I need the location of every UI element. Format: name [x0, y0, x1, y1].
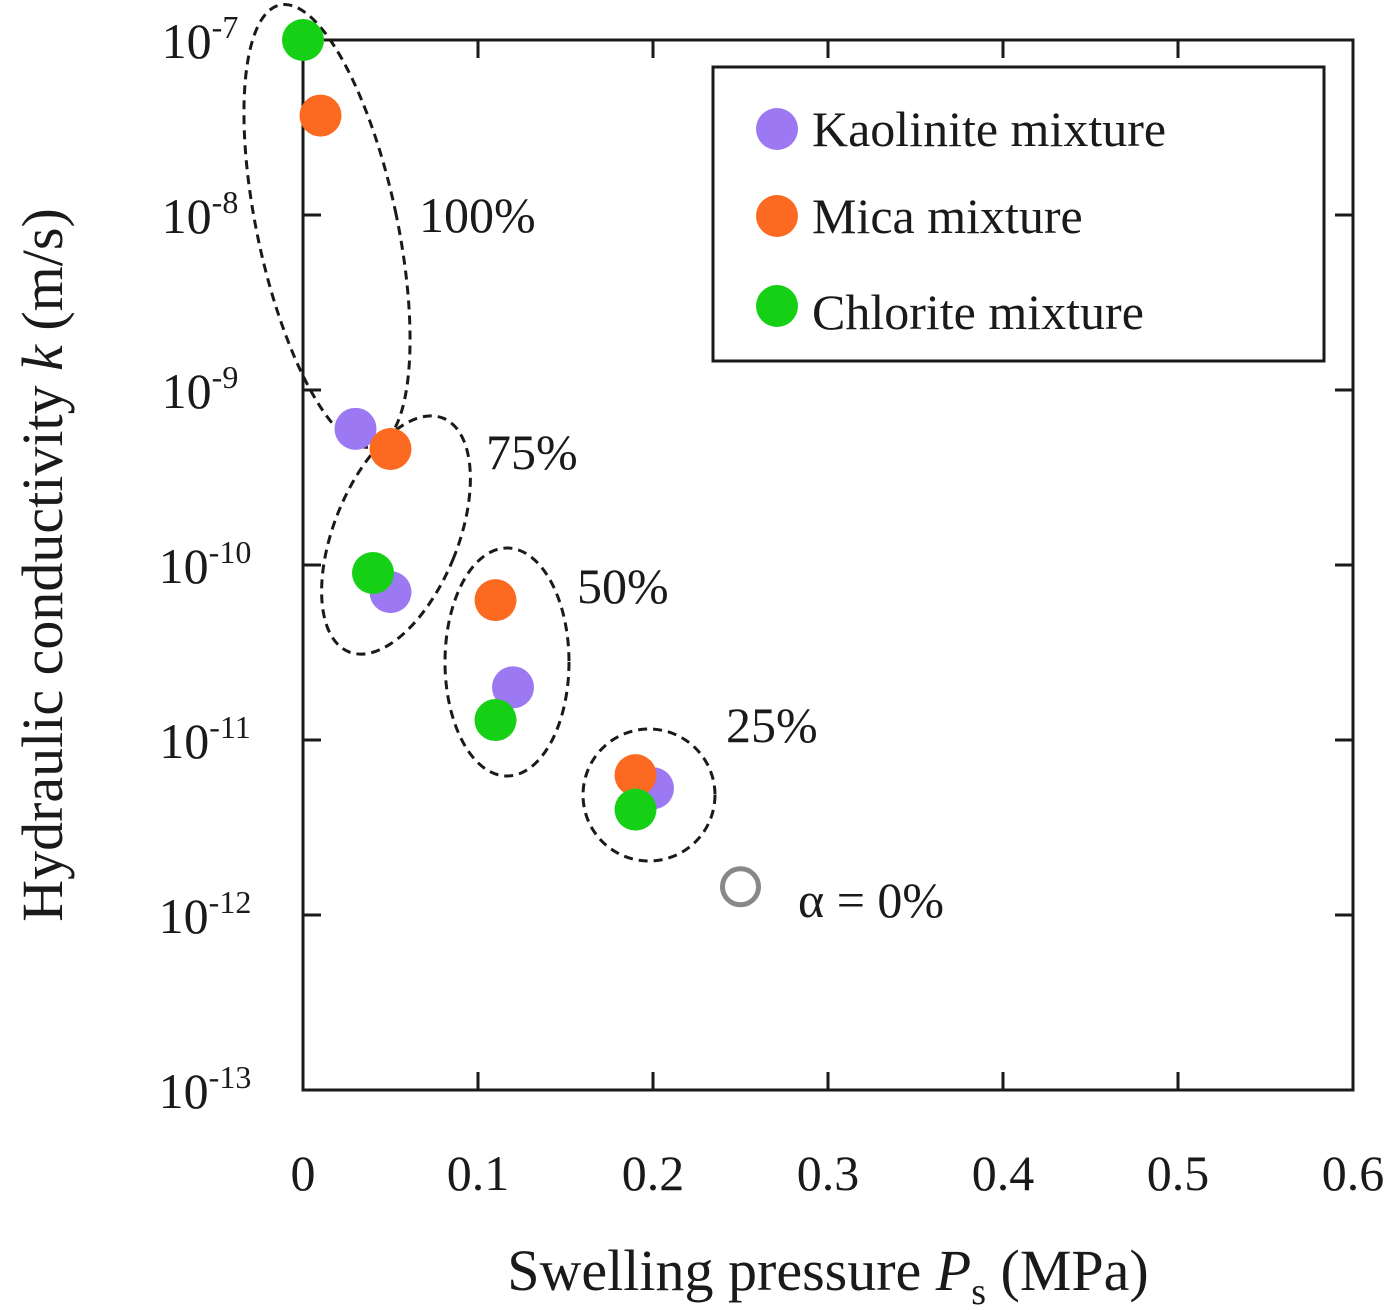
y-tick-label: 10-12 — [159, 884, 252, 944]
y-tick-label: 10-13 — [159, 1059, 252, 1119]
y-tick-label: 10-11 — [159, 709, 250, 769]
legend: Kaolinite mixture Mica mixture Chlorite … — [711, 65, 1326, 363]
point-chlorite — [614, 788, 657, 831]
y-tick-label: 10-8 — [162, 184, 239, 244]
y-axis-ticks — [303, 38, 1353, 1092]
group-label-75: 75% — [486, 424, 578, 480]
point-mica — [614, 754, 657, 797]
legend-label-chlorite: Chlorite mixture — [812, 284, 1144, 340]
x-axis-ticks — [301, 40, 1355, 1090]
point-mica — [474, 579, 517, 622]
point-chlorite — [352, 552, 394, 595]
point-kaolinite — [334, 407, 377, 450]
reference-point-label: α = 0% — [798, 872, 944, 928]
group-label-25: 25% — [726, 697, 818, 753]
y-tick-label: 10-7 — [162, 9, 239, 69]
group-ellipses — [242, 2, 717, 863]
legend-label-mica: Mica mixture — [812, 188, 1083, 244]
x-tick-label: 0 — [291, 1145, 316, 1201]
x-tick-label: 0.4 — [972, 1145, 1035, 1201]
x-tick-label: 0.6 — [1322, 1145, 1385, 1201]
point-mica — [369, 428, 412, 471]
group-ellipse-50 — [443, 546, 571, 778]
y-tick-label: 10-10 — [159, 534, 252, 594]
x-tick-label: 0.5 — [1147, 1145, 1210, 1201]
reference-point-marker — [720, 866, 761, 908]
legend-marker-chlorite — [756, 285, 798, 327]
x-tick-label: 0.3 — [797, 1145, 860, 1201]
point-kaolinite — [492, 666, 534, 709]
x-tick-label: 0.1 — [447, 1145, 510, 1201]
y-tick-label: 10-9 — [162, 359, 239, 419]
group-ellipse-75 — [320, 414, 472, 656]
group-ellipse-25 — [581, 727, 717, 863]
legend-label-kaolinite: Kaolinite mixture — [812, 101, 1166, 157]
legend-marker-kaolinite — [756, 108, 798, 150]
group-ellipse-100 — [242, 2, 412, 450]
y-axis-title: Hydraulic conductivity k (m/s) — [10, 208, 75, 922]
point-chlorite — [474, 699, 517, 742]
x-tick-labels: 0 0.1 0.2 0.3 0.4 0.5 0.6 — [291, 1145, 1385, 1201]
point-mica — [299, 94, 342, 137]
x-tick-label: 0.2 — [622, 1145, 685, 1201]
data-points — [282, 19, 674, 831]
group-label-100: 100% — [419, 187, 536, 243]
point-chlorite — [282, 19, 324, 61]
x-axis-title: Swelling pressure Ps (MPa) — [507, 1238, 1148, 1311]
legend-box — [711, 65, 1326, 363]
y-tick-labels: 10-7 10-8 10-9 10-10 10-11 10-12 10-13 — [159, 9, 252, 1119]
legend-marker-mica — [756, 195, 798, 237]
group-label-50: 50% — [577, 558, 669, 614]
